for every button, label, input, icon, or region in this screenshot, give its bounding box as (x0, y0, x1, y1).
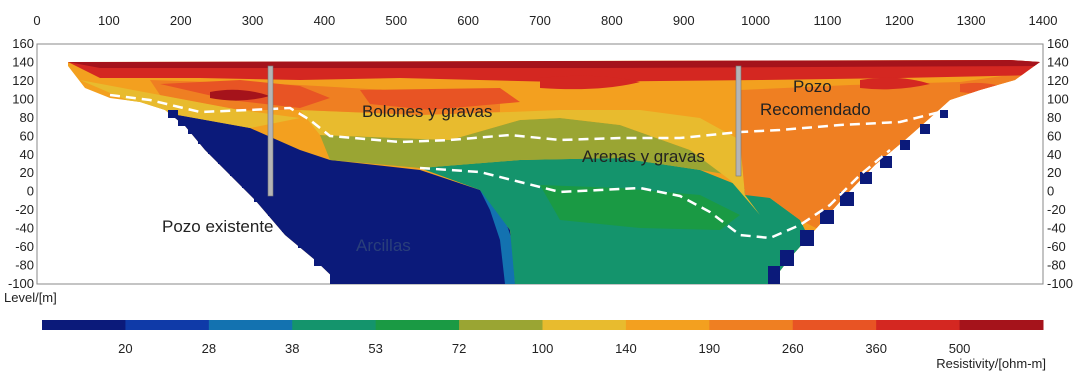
y-left-tick-label-2: 120 (12, 73, 34, 88)
y-left-tick-label-7: 20 (20, 165, 34, 180)
x-tick-label-5: 500 (385, 13, 407, 28)
y-left-tick-label-0: 160 (12, 36, 34, 51)
label-arcillas: Arcillas (356, 236, 411, 255)
label-arenas: Arenas y gravas (582, 147, 705, 166)
colorbar-segment-8 (709, 320, 794, 330)
upper-boundary-dashed (109, 93, 941, 144)
red-lens-2 (540, 75, 640, 90)
y-axis-right-ticks: 160 140 120 100 80 60 40 20 0 -20 -40 -60 -80 -100 (1047, 36, 1073, 291)
well-existing (267, 65, 274, 197)
left-edge-cells (168, 110, 342, 284)
label-pozo-existente: Pozo existente (162, 217, 274, 236)
y-right-tick-label-4: 80 (1047, 110, 1061, 125)
colorbar-segment-0 (42, 320, 126, 330)
colorbar-segment-10 (876, 320, 961, 330)
colorbar-tick-label-10: 500 (949, 341, 971, 356)
red-lens-1 (210, 89, 270, 101)
colorbar-tick-label-3: 53 (368, 341, 382, 356)
y-right-tick-label-12: -80 (1047, 258, 1066, 273)
y-right-tick-label-2: 120 (1047, 73, 1069, 88)
x-tick-label-9: 900 (673, 13, 695, 28)
colorbar (42, 320, 1044, 330)
red-band-mid (360, 88, 520, 110)
y-right-tick-label-1: 140 (1047, 54, 1069, 69)
colorbar-segment-4 (375, 320, 460, 330)
y-left-tick-label-9: -20 (15, 202, 34, 217)
red-deep (68, 60, 1040, 68)
y-right-tick-label-5: 60 (1047, 128, 1061, 143)
colorbar-title: Resistivity/[ohm-m] (936, 356, 1046, 371)
green-light (540, 185, 740, 230)
y-left-tick-label-11: -60 (15, 239, 34, 254)
x-tick-label-4: 400 (314, 13, 336, 28)
colorbar-segment-2 (208, 320, 293, 330)
x-axis-ticks: 0 100 200 300 400 500 600 700 800 900 1000 1100 1200… (33, 13, 1057, 28)
colorbar-segment-6 (542, 320, 627, 330)
colorbar-tick-label-1: 28 (202, 341, 216, 356)
y-right-tick-label-10: -40 (1047, 221, 1066, 236)
lower-boundary-dashed (419, 149, 891, 240)
colorbar-tick-label-5: 100 (532, 341, 554, 356)
y-right-tick-label-7: 20 (1047, 165, 1061, 180)
y-right-tick-label-13: -100 (1047, 276, 1073, 291)
x-tick-label-8: 800 (601, 13, 623, 28)
y-right-tick-label-8: 0 (1047, 184, 1054, 199)
y-right-tick-label-6: 40 (1047, 147, 1061, 162)
x-tick-label-10: 1000 (741, 13, 770, 28)
colorbar-tick-label-6: 140 (615, 341, 637, 356)
x-tick-label-11: 1100 (813, 13, 841, 28)
yellow-zone (300, 110, 760, 215)
colorbar-tick-label-9: 360 (865, 341, 887, 356)
colorbar-segment-9 (792, 320, 877, 330)
y-left-tick-label-13: -100 (8, 276, 34, 291)
arenas-zone (320, 118, 730, 175)
y-axis-left-ticks: 160 140 120 100 80 60 40 20 0 -20 -40 -60 -80 -100 (8, 36, 34, 291)
label-pozo-recomendado-2: Recomendado (760, 100, 871, 119)
y-left-tick-label-4: 80 (20, 110, 34, 125)
colorbar-segment-7 (625, 320, 710, 330)
y-right-tick-label-9: -20 (1047, 202, 1066, 217)
x-tick-label-14: 1400 (1029, 13, 1058, 28)
y-right-tick-label-0: 160 (1047, 36, 1069, 51)
x-tick-label-13: 1300 (957, 13, 986, 28)
colorbar-segment-1 (125, 320, 210, 330)
x-tick-label-2: 200 (170, 13, 192, 28)
colorbar-tick-label-8: 260 (782, 341, 804, 356)
label-pozo-recomendado-1: Pozo (793, 77, 832, 96)
colorbar-tick-label-4: 72 (452, 341, 466, 356)
colorbar-tick-label-7: 190 (698, 341, 720, 356)
x-tick-label-12: 1200 (885, 13, 914, 28)
x-tick-label-3: 300 (242, 13, 264, 28)
arcillas-rim (480, 190, 515, 284)
colorbar-segment-3 (292, 320, 377, 330)
well-recommended (735, 65, 742, 177)
y-right-tick-label-11: -60 (1047, 239, 1066, 254)
right-edge-cells (768, 110, 948, 284)
y-axis-title: Level/[m] (4, 290, 57, 305)
colorbar-tick-label-0: 20 (118, 341, 132, 356)
y-left-tick-label-8: 0 (27, 184, 34, 199)
y-left-tick-label-6: 40 (20, 147, 34, 162)
colorbar-tick-label-2: 38 (285, 341, 299, 356)
label-bolones: Bolones y gravas (362, 102, 492, 121)
colorbar-ticks: 20 28 38 53 72 100 140 190 260 360 500 (118, 341, 970, 356)
x-tick-label-0: 0 (33, 13, 40, 28)
x-tick-label-1: 100 (98, 13, 120, 28)
red-lens-3 (860, 77, 930, 90)
x-tick-label-7: 700 (529, 13, 551, 28)
orange-zone-right (740, 72, 1030, 230)
colorbar-segment-5 (459, 320, 543, 330)
resistivity-section (68, 60, 1040, 284)
red-lens-4 (960, 82, 1010, 94)
yellow-left (80, 80, 300, 128)
y-left-tick-label-5: 60 (20, 128, 34, 143)
y-left-tick-label-10: -40 (15, 221, 34, 236)
y-left-tick-label-3: 100 (12, 91, 34, 106)
y-left-tick-label-12: -80 (15, 258, 34, 273)
y-right-tick-label-3: 100 (1047, 91, 1069, 106)
y-left-tick-label-1: 140 (12, 54, 34, 69)
colorbar-segment-11 (959, 320, 1044, 330)
x-tick-label-6: 600 (457, 13, 479, 28)
